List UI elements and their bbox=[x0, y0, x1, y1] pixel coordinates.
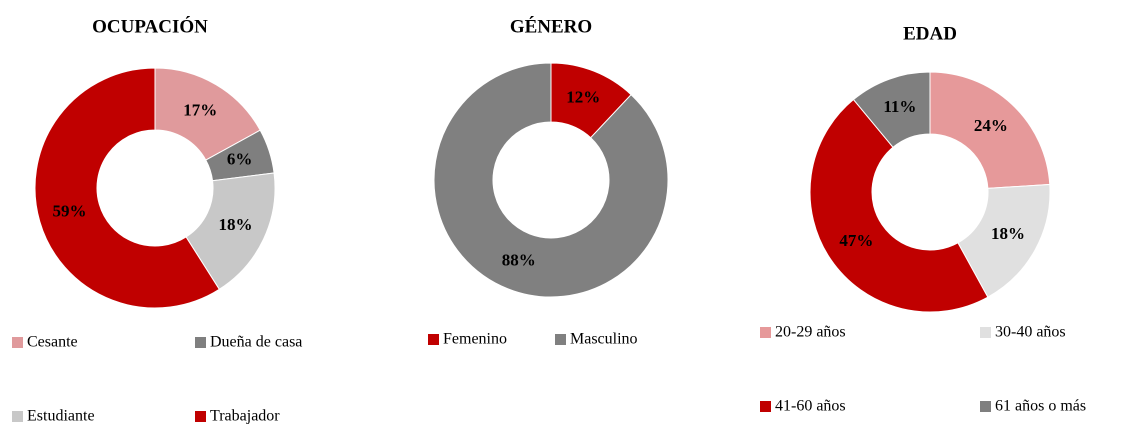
chart-title: GÉNERO bbox=[510, 15, 592, 37]
legend-swatch bbox=[12, 411, 23, 422]
legend-label: Femenino bbox=[443, 331, 507, 348]
legend-swatch bbox=[760, 327, 771, 338]
legend-label: 41-60 años bbox=[775, 398, 846, 415]
legend-label: Trabajador bbox=[210, 408, 280, 425]
legend-label: 61 años o más bbox=[995, 398, 1086, 415]
chart-title: OCUPACIÓN bbox=[92, 15, 208, 37]
legend-label: Masculino bbox=[570, 331, 638, 348]
value-label: 6% bbox=[227, 149, 253, 168]
value-label: 24% bbox=[974, 116, 1008, 135]
legend-swatch bbox=[760, 401, 771, 412]
legend-swatch bbox=[195, 411, 206, 422]
value-label: 18% bbox=[219, 215, 253, 234]
value-label: 59% bbox=[53, 202, 87, 221]
donut-slice bbox=[34, 67, 220, 309]
legend-swatch bbox=[980, 401, 991, 412]
donut-slice bbox=[154, 67, 261, 161]
chart-title: EDAD bbox=[903, 23, 957, 44]
donut-slice bbox=[433, 62, 669, 298]
legend-swatch bbox=[428, 334, 439, 345]
value-label: 17% bbox=[183, 100, 217, 119]
value-label: 88% bbox=[502, 250, 536, 269]
donut-slice bbox=[852, 71, 931, 149]
legend-label: Estudiante bbox=[27, 408, 95, 425]
value-label: 12% bbox=[566, 88, 600, 107]
value-label: 47% bbox=[839, 231, 873, 250]
legend-label: 30-40 años bbox=[995, 324, 1066, 341]
legend-swatch bbox=[12, 337, 23, 348]
legend-swatch bbox=[555, 334, 566, 345]
legend-swatch bbox=[980, 327, 991, 338]
legend-label: Cesante bbox=[27, 334, 78, 351]
legend-swatch bbox=[195, 337, 206, 348]
donut-slice bbox=[809, 98, 989, 313]
legend-label: Dueña de casa bbox=[210, 334, 302, 351]
value-label: 11% bbox=[883, 97, 916, 116]
donut-slice bbox=[929, 71, 1051, 189]
value-label: 18% bbox=[991, 224, 1025, 243]
legend-label: 20-29 años bbox=[775, 324, 846, 341]
